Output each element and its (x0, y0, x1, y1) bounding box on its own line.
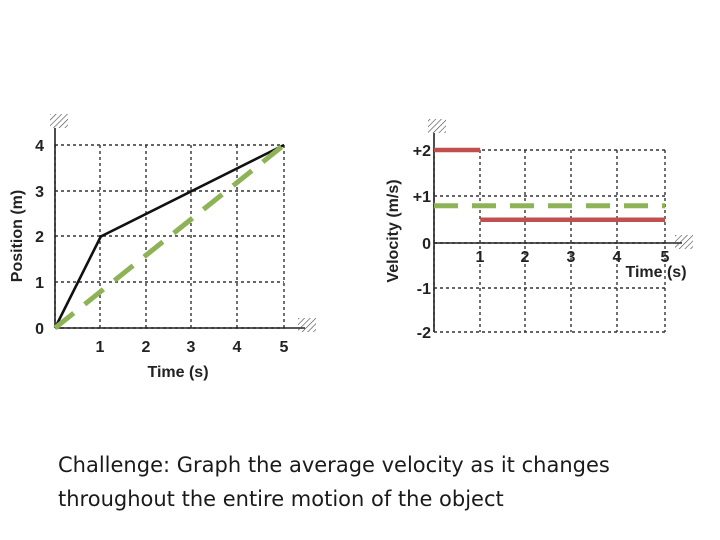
y-tick-label: +1 (413, 189, 431, 206)
x-tick-label: 4 (613, 249, 622, 266)
caption-line-2: throughout the entire motion of the obje… (58, 487, 504, 511)
challenge-caption: Challenge: Graph the average velocity as… (58, 448, 698, 516)
position-line (53, 143, 285, 329)
x-tick-label: 1 (96, 339, 105, 356)
velocity-time-chart: 1 2 3 4 5 +2 +1 0 -1 -2 Time (s) Velocity (m/s) (385, 119, 693, 342)
x-tick-label: 2 (142, 339, 151, 356)
y-axis-label: Velocity (m/s) (385, 179, 402, 282)
y-tick-label: 0 (35, 321, 44, 338)
average-velocity-dashed-line (53, 143, 286, 330)
x-tick-label: 2 (521, 249, 530, 266)
axis-end-hatch (298, 318, 316, 332)
y-tick-label: 4 (35, 138, 44, 155)
y-tick-label: 3 (35, 184, 44, 201)
axis-end-hatch (50, 114, 68, 128)
x-tick-label: 3 (187, 339, 196, 356)
axis-end-hatch (428, 119, 446, 133)
y-tick-label: -2 (417, 325, 431, 342)
x-axis-label: Time (s) (625, 264, 686, 281)
position-time-chart: 1 2 3 4 5 0 1 2 3 4 Time (s) Position (m) (9, 114, 316, 381)
axis-end-hatch (675, 235, 693, 249)
x-tick-label: 5 (280, 339, 289, 356)
x-tick-label: 5 (661, 249, 670, 266)
y-tick-label: -1 (417, 281, 431, 298)
caption-line-1: Challenge: Graph the average velocity as… (58, 453, 610, 477)
x-axis-label: Time (s) (147, 364, 208, 381)
x-tick-label: 1 (476, 249, 485, 266)
x-tick-label: 4 (233, 339, 242, 356)
y-tick-label: 1 (35, 275, 44, 292)
y-tick-label: 2 (35, 229, 44, 246)
y-tick-label: 0 (422, 236, 431, 253)
y-axis-label: Position (m) (9, 190, 26, 282)
y-tick-label: +2 (413, 143, 431, 160)
x-tick-label: 3 (567, 249, 576, 266)
